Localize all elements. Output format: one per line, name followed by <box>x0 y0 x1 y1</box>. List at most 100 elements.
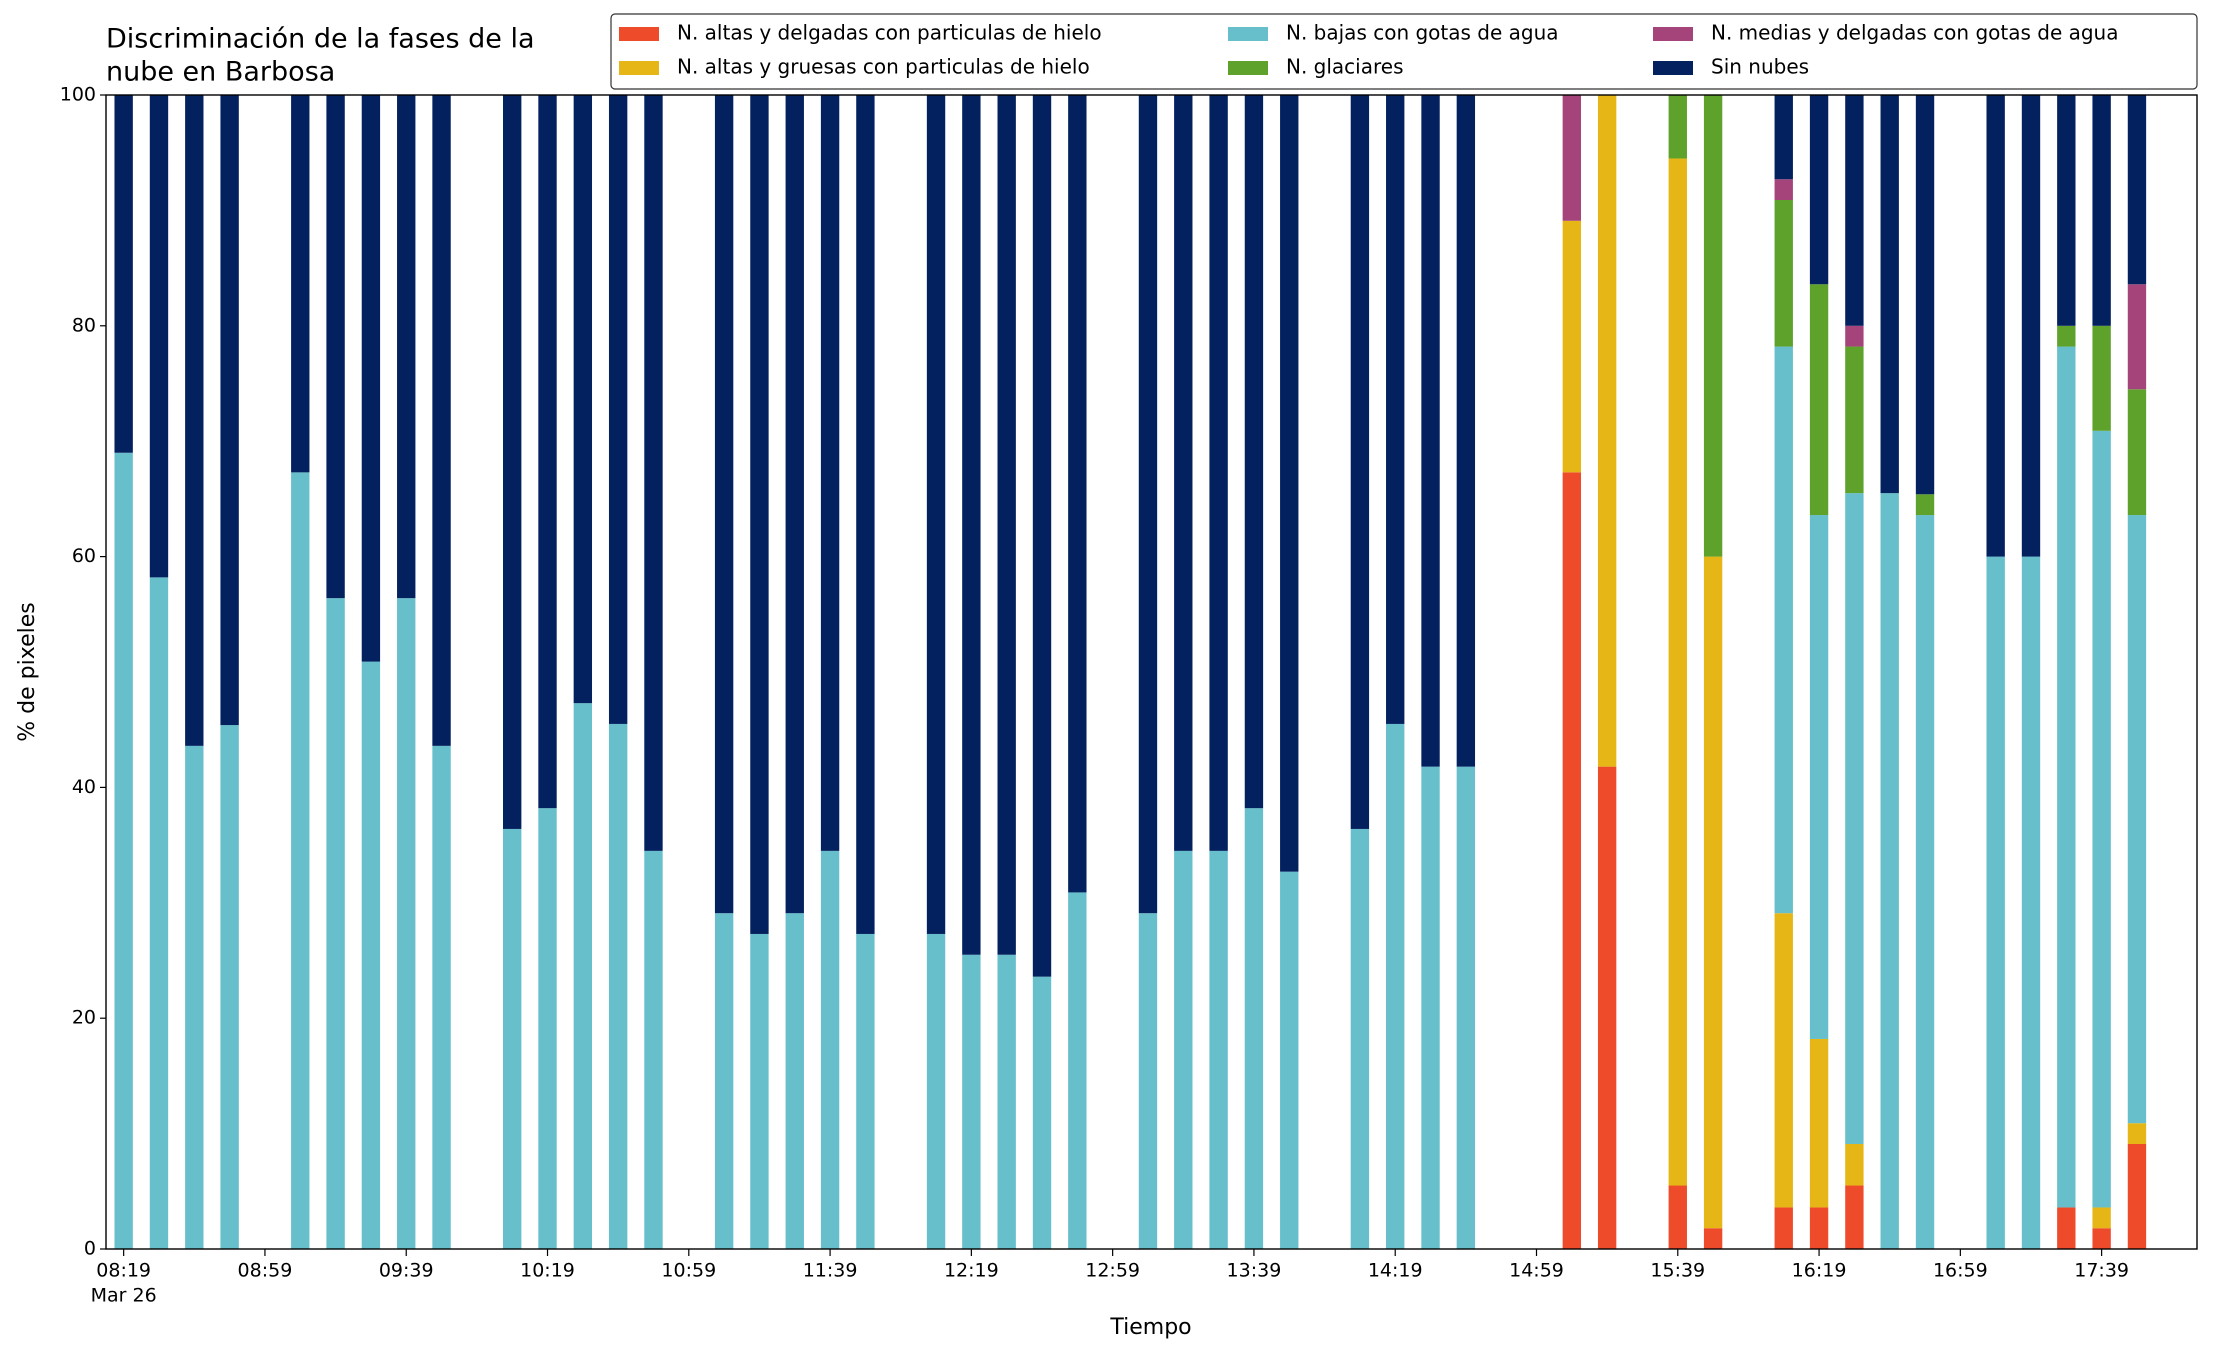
y-tick-label: 100 <box>60 84 96 106</box>
bar-segment <box>644 95 663 851</box>
bar-segment <box>2057 1207 2076 1249</box>
legend-swatch <box>619 27 659 41</box>
bar-segment <box>1703 556 1723 1229</box>
bar-segment <box>149 577 169 1249</box>
bar-segment <box>185 745 204 1249</box>
bar-segment <box>1138 913 1158 1249</box>
bar-segment <box>962 95 981 955</box>
bar-segment <box>1774 346 1793 914</box>
bar-segment <box>2057 325 2076 347</box>
bar-segment <box>538 95 557 809</box>
bar-segment <box>2127 284 2147 390</box>
bar-segment <box>1915 494 1935 516</box>
bar-segment <box>573 703 593 1249</box>
x-tick-label: 10:59 <box>661 1260 716 1282</box>
bar-segment <box>1809 284 1829 516</box>
bar-segment <box>1244 95 1264 809</box>
x-tick-label: 16:59 <box>1933 1260 1988 1282</box>
bar-segment <box>997 95 1016 955</box>
bar-segment <box>820 95 840 851</box>
bar-segment <box>2021 556 2041 1249</box>
bar-segment <box>2127 389 2147 516</box>
bar-segment <box>114 452 133 1249</box>
bar-segment <box>1280 95 1299 872</box>
x-tick-label: 17:39 <box>2074 1260 2129 1282</box>
bar-segment <box>926 933 946 1249</box>
bar-segment <box>538 808 557 1249</box>
bar-segment <box>361 661 381 1249</box>
bar-segment <box>397 95 416 599</box>
x-tick-label: 12:19 <box>944 1260 999 1282</box>
legend-label: N. altas y gruesas con particulas de hie… <box>677 55 1090 79</box>
bar-segment <box>856 933 875 1249</box>
bar-segment <box>2092 430 2111 1208</box>
bar-segment <box>2092 1228 2111 1249</box>
legend-swatch <box>1228 27 1268 41</box>
bar-segment <box>1032 95 1052 977</box>
bar-segment <box>1845 493 1864 1144</box>
legend-label: N. bajas con gotas de agua <box>1286 21 1559 45</box>
bar-segment <box>1703 1228 1723 1249</box>
bar-segment <box>2092 325 2111 431</box>
legend-label: Sin nubes <box>1711 55 1809 79</box>
bar-segment <box>926 95 946 934</box>
legend-swatch <box>1228 61 1268 75</box>
bar-segment <box>1668 1185 1687 1249</box>
bar-segment <box>1809 1038 1829 1208</box>
y-tick-label: 40 <box>72 776 96 798</box>
x-tick-label: 08:59 <box>238 1260 293 1282</box>
bar-segment <box>1456 95 1476 767</box>
y-tick-label: 20 <box>72 1007 96 1029</box>
bar-segment <box>1597 95 1617 767</box>
bar-segment <box>1068 892 1087 1249</box>
bar-segment <box>1915 95 1935 495</box>
bar-segment <box>1244 808 1264 1249</box>
bar-segment <box>750 933 769 1249</box>
bar-segment <box>856 95 875 934</box>
bar-segment <box>1597 766 1617 1249</box>
x-tick-label: 16:19 <box>1792 1260 1847 1282</box>
bar-segment <box>291 95 310 473</box>
bar-segment <box>1562 472 1582 1249</box>
bar-segment <box>220 725 239 1249</box>
bar-segment <box>1209 95 1228 851</box>
bar-segment <box>1562 220 1582 473</box>
x-tick-label: 13:39 <box>1227 1260 1282 1282</box>
bar-segment <box>1421 766 1440 1249</box>
x-tick-label: 09:39 <box>379 1260 434 1282</box>
bar-segment <box>1880 493 1899 1249</box>
y-tick-label: 60 <box>72 545 96 567</box>
bar-segment <box>432 745 451 1249</box>
x-date-label: Mar 26 <box>91 1285 157 1307</box>
bar-segment <box>2057 346 2076 1208</box>
legend-label: N. glaciares <box>1286 55 1404 79</box>
bar-segment <box>1456 766 1476 1249</box>
bar-segment <box>1421 95 1440 767</box>
bar-segment <box>1774 179 1793 201</box>
bar-segment <box>1809 1207 1829 1249</box>
bar-segment <box>432 95 451 746</box>
bar-segment <box>149 95 169 578</box>
legend-swatch <box>1653 27 1693 41</box>
bar-segment <box>1809 95 1829 285</box>
bar-segment <box>361 95 381 662</box>
bar-segment <box>1032 976 1052 1249</box>
bar-segment <box>1845 1143 1864 1186</box>
legend-swatch <box>1653 61 1693 75</box>
bar-segment <box>503 828 522 1249</box>
bar-segment <box>1209 850 1228 1249</box>
x-tick-label: 08:19 <box>96 1260 151 1282</box>
bar-segment <box>2092 95 2111 326</box>
chart-title: nube en Barbosa <box>106 57 335 88</box>
x-tick-label: 14:59 <box>1509 1260 1564 1282</box>
bar-segment <box>1350 95 1370 829</box>
chart-title: Discriminación de la fases de la <box>106 24 535 55</box>
bar-segment <box>1174 850 1193 1249</box>
bar-segment <box>1350 828 1370 1249</box>
legend-box <box>610 13 2198 90</box>
bar-segment <box>2057 95 2076 326</box>
x-axis-label: Tiempo <box>1109 1315 1191 1340</box>
bar-segment <box>2021 95 2041 557</box>
bar-segment <box>185 95 204 746</box>
